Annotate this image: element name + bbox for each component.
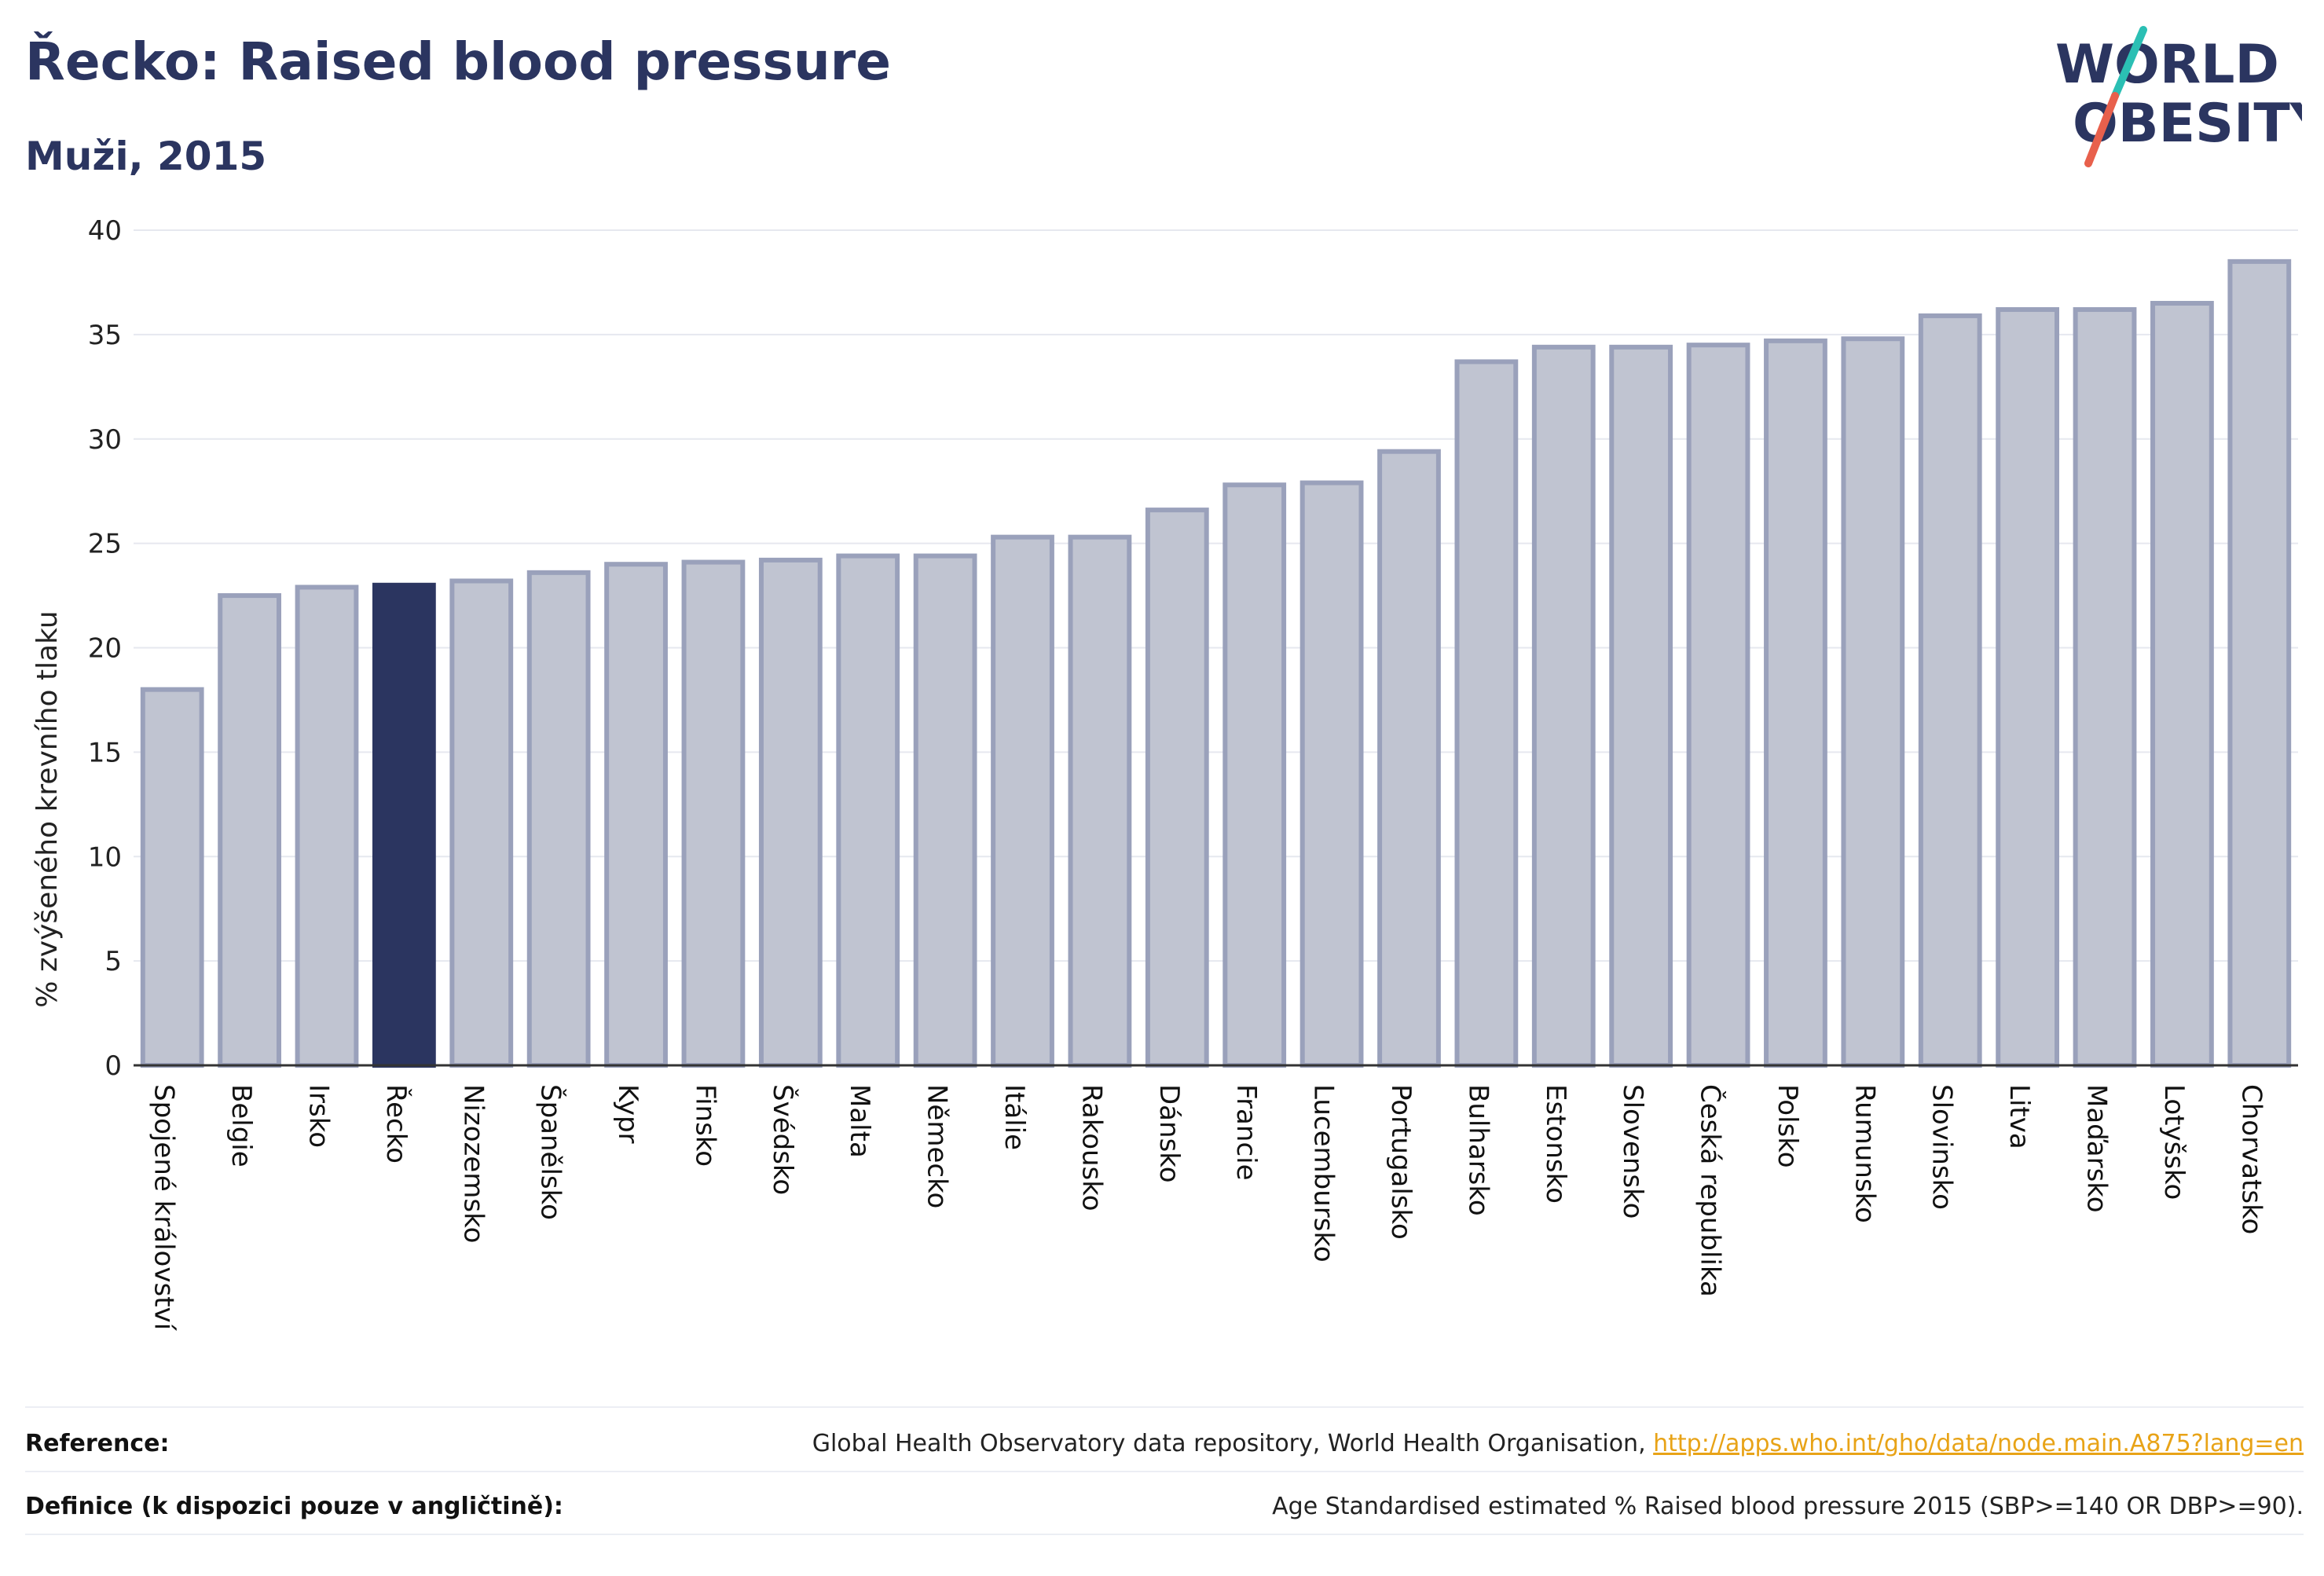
bar-2 [218,593,281,1068]
x-tick-label: Belgie [225,1084,257,1167]
x-tick-label: Rumunsko [1849,1084,1880,1223]
x-tick-label: Litva [2003,1084,2035,1149]
x-tick-label: Slovinsko [1926,1084,1958,1210]
logo-slash-top-icon [2111,26,2147,100]
bar-7 [604,562,668,1068]
bar-18 [1454,359,1519,1068]
y-tick-label: 15 [88,737,122,768]
x-tick-label: Nizozemsko [457,1084,489,1243]
bar-15 [1222,482,1287,1068]
x-tick-label: Itálie [999,1084,1030,1150]
world-obesity-logo: WORLD OBESITY [2055,26,2302,167]
logo-word-world: WORLD [2055,34,2279,96]
chart-title: Řecko: Raised blood pressure [25,31,891,92]
y-tick-label: 10 [88,841,122,873]
footer-reference: Reference: Global Health Observatory dat… [25,1424,2304,1463]
reference-text: Global Health Observatory data repositor… [812,1429,1654,1457]
reference-label: Reference: [25,1429,170,1457]
bar-13 [1068,534,1132,1068]
definition-value: Age Standardised estimated % Raised bloo… [1272,1492,2304,1520]
bar-6 [526,570,591,1068]
footer-divider-bottom [25,1534,2304,1535]
x-tick-label: Irsko [302,1084,334,1148]
y-tick-label: 25 [88,529,122,560]
bar-3 [295,585,359,1068]
bar-8 [681,559,746,1068]
bar-16 [1299,480,1364,1068]
reference-value: Global Health Observatory data repositor… [812,1430,2304,1457]
x-tick-label: Portugalsko [1385,1084,1417,1240]
x-tick-label: Švédsko [767,1084,799,1195]
footer-divider-middle [25,1471,2304,1472]
bar-14 [1145,508,1209,1068]
footer-definition: Definice (k dispozici pouze v angličtině… [25,1486,2304,1526]
y-tick-label: 35 [88,320,122,351]
bar-12 [991,534,1054,1068]
y-tick-label: 40 [88,215,122,247]
bars [140,258,2292,1068]
x-tick-label: Estonsko [1540,1084,1571,1204]
y-tick-labels: 0 5 10 15 20 25 30 35 40 [88,215,122,1082]
bar-9 [758,557,823,1068]
x-tick-label: Bulharsko [1462,1084,1494,1216]
footer-divider-top [25,1406,2304,1408]
bar-24 [1918,313,1982,1068]
bar-5 [449,578,514,1068]
reference-link[interactable]: http://apps.who.int/gho/data/node.main.A… [1653,1429,2304,1457]
x-tick-label: Francie [1230,1084,1262,1181]
x-tick-labels: Spojené království Belgie Irsko Řecko Nizoze… [148,1084,2267,1332]
x-tick-label: Maďarsko [2081,1084,2113,1213]
y-tick-label: 20 [88,633,122,665]
x-tick-label: Rakousko [1076,1084,1107,1211]
x-tick-label: Lotyšsko [2158,1084,2190,1200]
bar-27 [2150,301,2214,1068]
y-tick-label: 0 [104,1050,122,1082]
bar-17 [1377,449,1441,1068]
x-tick-label: Kypr [612,1084,643,1144]
x-tick-label: Řecko [380,1084,412,1164]
definition-label: Definice (k dispozici pouze v angličtině… [25,1492,563,1520]
bar-22 [1764,338,1827,1068]
chart-subtitle: Muži, 2015 [25,134,267,179]
x-tick-label: Španělsko [535,1084,567,1220]
x-tick-label: Spojené království [148,1084,180,1332]
bar-1 [140,687,204,1068]
bar-10 [836,553,900,1068]
bar-20 [1609,344,1673,1068]
x-tick-label: Německo [922,1084,953,1208]
bar-28 [2227,258,2292,1068]
x-tick-label: Slovensko [1617,1084,1648,1219]
bar-chart: 0 5 10 15 20 25 30 35 40 Spojené království Belgi… [31,215,2298,1332]
bar-26 [2073,306,2137,1068]
logo-slash-bottom-icon [2084,92,2119,167]
y-tick-label: 5 [104,946,122,977]
x-tick-label: Lucembursko [1308,1084,1340,1263]
bar-25 [1996,306,2060,1068]
x-tick-label: Finsko [689,1084,720,1167]
bar-21 [1686,343,1750,1068]
y-axis-label: % zvýšeného krevního tlaku [31,610,64,1007]
x-tick-label: Česká republika [1695,1084,1727,1297]
x-tick-label: Malta [844,1084,875,1158]
x-tick-label: Polsko [1772,1084,1803,1168]
bar-4 [372,582,436,1068]
bar-23 [1841,336,1905,1068]
x-tick-label: Chorvatsko [2235,1084,2267,1234]
bar-11 [913,553,977,1068]
x-tick-label: Dánsko [1153,1084,1185,1183]
y-tick-label: 30 [88,424,122,456]
bar-19 [1531,344,1596,1068]
